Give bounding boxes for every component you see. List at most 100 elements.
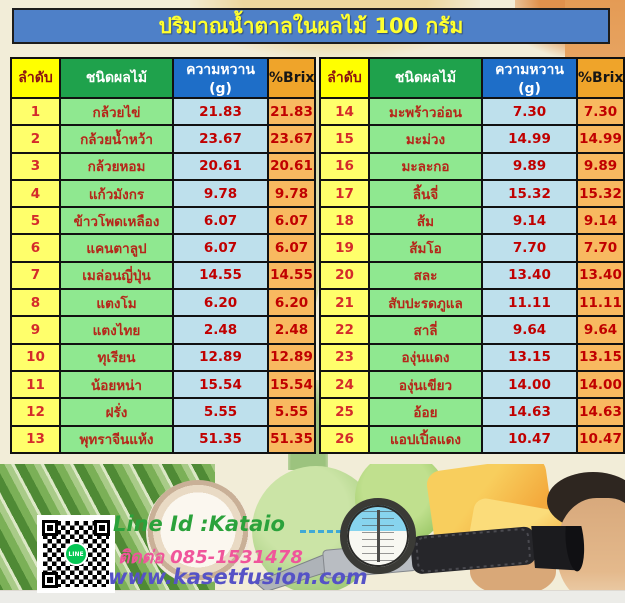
table-header: ลำดับ ชนิดผลไม้ ความหวาน (g) %Brix	[319, 57, 625, 99]
fruit-name: ส้ม	[368, 206, 483, 236]
sweetness-value: 51.35	[172, 424, 269, 454]
fruit-name: แคนตาลูป	[59, 233, 174, 263]
sweetness-value: 15.54	[172, 369, 269, 400]
fruit-name: องุ่นเขียว	[368, 369, 483, 400]
brix-value: 13.15	[576, 342, 625, 372]
brix-value: 51.35	[267, 424, 316, 454]
phone-text: ติดต่อ 085-1531478	[118, 547, 303, 568]
column-header-number: ลำดับ	[10, 57, 61, 99]
row-number: 1	[10, 96, 61, 127]
sweetness-value: 14.63	[481, 397, 578, 427]
fruit-name: ส้มโอ	[368, 233, 483, 263]
table-row: 6 แคนตาลูป 6.07 6.07	[10, 233, 316, 263]
row-number: 14	[319, 96, 370, 127]
table-row: 7 เมล่อนญี่ปุ่น 14.55 14.55	[10, 260, 316, 291]
table-row: 9 แตงไทย 2.48 2.48	[10, 315, 316, 345]
table-row: 13 พุทราจีนแห้ง 51.35 51.35	[10, 424, 316, 454]
sweetness-value: 14.00	[481, 369, 578, 400]
line-logo-icon: LINE	[64, 542, 88, 566]
brix-value: 14.63	[576, 397, 625, 427]
table-row: 4 แก้วมังกร 9.78 9.78	[10, 178, 316, 209]
column-header-brix: %Brix	[576, 57, 625, 99]
row-number: 15	[319, 124, 370, 154]
table-row: 26 แอปเปิ้ลแดง 10.47 10.47	[319, 424, 625, 454]
brix-reading-line	[300, 530, 342, 533]
sweetness-value: 2.48	[172, 315, 269, 345]
brix-value: 9.89	[576, 151, 625, 181]
row-number: 23	[319, 342, 370, 372]
line-id-text: Line Id :Kataio	[113, 512, 285, 536]
brix-value: 14.99	[576, 124, 625, 154]
table-row: 19 ส้มโอ 7.70 7.70	[319, 233, 625, 263]
row-number: 4	[10, 178, 61, 209]
row-number: 7	[10, 260, 61, 291]
brix-value: 13.40	[576, 260, 625, 291]
fruit-name: พุทราจีนแห้ง	[59, 424, 174, 454]
fruit-name: น้อยหน่า	[59, 369, 174, 400]
sweetness-value: 14.55	[172, 260, 269, 291]
fruit-name: ลิ้นจี่	[368, 178, 483, 209]
sweetness-value: 7.30	[481, 96, 578, 127]
table-row: 21 สับปะรดภูแล 11.11 11.11	[319, 288, 625, 318]
brix-value: 2.48	[267, 315, 316, 345]
table-row: 2 กล้วยน้ำหว้า 23.67 23.67	[10, 124, 316, 154]
row-number: 21	[319, 288, 370, 318]
column-header-sweetness: ความหวาน (g)	[481, 57, 578, 99]
brix-value: 15.32	[576, 178, 625, 209]
brix-value: 11.11	[576, 288, 625, 318]
brix-value: 23.67	[267, 124, 316, 154]
brix-value: 21.83	[267, 96, 316, 127]
brix-value: 14.55	[267, 260, 316, 291]
fruit-name: องุ่นแดง	[368, 342, 483, 372]
table-row: 8 แตงโม 6.20 6.20	[10, 288, 316, 318]
row-number: 13	[10, 424, 61, 454]
table-row: 3 กล้วยหอม 20.61 20.61	[10, 151, 316, 181]
table-header: ลำดับ ชนิดผลไม้ ความหวาน (g) %Brix	[10, 57, 316, 99]
brix-value: 14.00	[576, 369, 625, 400]
fruit-name: สาลี่	[368, 315, 483, 345]
website-text: www.kasetfusion.com	[108, 565, 368, 589]
brix-value: 7.70	[576, 233, 625, 263]
fruit-name: แตงไทย	[59, 315, 174, 345]
brix-value: 6.07	[267, 206, 316, 236]
row-number: 5	[10, 206, 61, 236]
sweetness-value: 13.15	[481, 342, 578, 372]
scale-center-line	[377, 509, 380, 563]
fruit-name: กล้วยหอม	[59, 151, 174, 181]
fruit-name: เมล่อนญี่ปุ่น	[59, 260, 174, 291]
row-number: 26	[319, 424, 370, 454]
fruit-name: ฝรั่ง	[59, 397, 174, 427]
table-row: 16 มะละกอ 9.89 9.89	[319, 151, 625, 181]
row-number: 18	[319, 206, 370, 236]
column-header-fruit: ชนิดผลไม้	[59, 57, 174, 99]
sweetness-value: 7.70	[481, 233, 578, 263]
sweetness-value: 13.40	[481, 260, 578, 291]
bottom-strip	[0, 590, 625, 603]
column-header-brix: %Brix	[267, 57, 316, 99]
sweetness-value: 21.83	[172, 96, 269, 127]
row-number: 9	[10, 315, 61, 345]
column-header-sweetness: ความหวาน (g)	[172, 57, 269, 99]
row-number: 12	[10, 397, 61, 427]
table-row: 22 สาลี่ 9.64 9.64	[319, 315, 625, 345]
qr-finder-icon	[42, 520, 58, 536]
fruit-name: แอปเปิ้ลแดง	[368, 424, 483, 454]
row-number: 6	[10, 233, 61, 263]
fruit-name: อ้อย	[368, 397, 483, 427]
table-row: 25 อ้อย 14.63 14.63	[319, 397, 625, 427]
fruit-name: สละ	[368, 260, 483, 291]
refractometer-scale-inset	[340, 498, 416, 574]
table-row: 1 กล้วยไข่ 21.83 21.83	[10, 96, 316, 127]
row-number: 19	[319, 233, 370, 263]
sweetness-value: 9.64	[481, 315, 578, 345]
sugar-table-right: ลำดับ ชนิดผลไม้ ความหวาน (g) %Brix 14 มะพ…	[319, 57, 625, 454]
fruit-name: มะม่วง	[368, 124, 483, 154]
table-row: 20 สละ 13.40 13.40	[319, 260, 625, 291]
fruit-name: สับปะรดภูแล	[368, 288, 483, 318]
sweetness-value: 10.47	[481, 424, 578, 454]
sweetness-value: 9.89	[481, 151, 578, 181]
row-number: 3	[10, 151, 61, 181]
fruit-name: ทุเรียน	[59, 342, 174, 372]
sweetness-value: 6.07	[172, 233, 269, 263]
brix-value: 9.64	[576, 315, 625, 345]
